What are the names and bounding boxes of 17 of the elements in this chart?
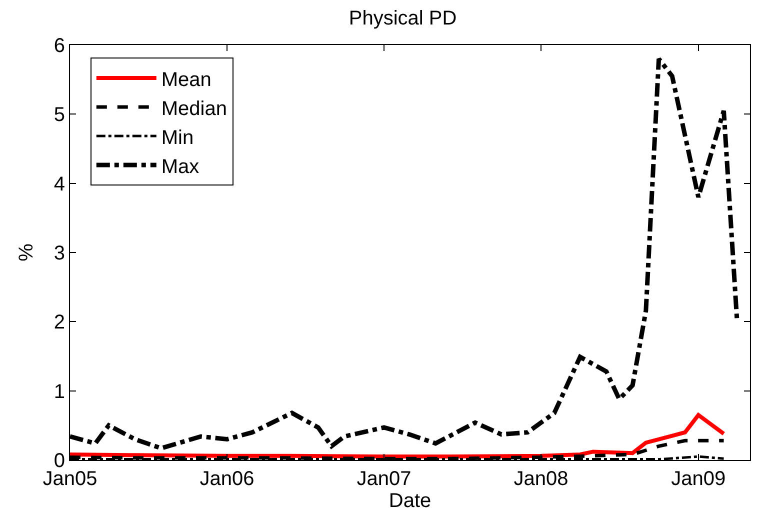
x-tick-label: Jan06: [200, 468, 254, 490]
legend-label: Mean: [161, 68, 212, 91]
legend-label: Median: [161, 98, 228, 120]
legend-label: Max: [161, 156, 200, 178]
x-tick-label: Jan08: [514, 468, 568, 490]
x-axis-title: Date: [388, 490, 432, 512]
x-tick-label: Jan07: [356, 468, 412, 490]
y-axis-title: %: [15, 243, 38, 262]
y-tick-label: 5: [54, 104, 65, 126]
y-tick-label: 2: [54, 312, 65, 334]
chart-title: Physical PD: [348, 8, 457, 30]
y-tick-label: 3: [54, 242, 65, 264]
y-tick-label: 1: [54, 380, 65, 403]
x-tick-label: Jan09: [671, 468, 726, 490]
y-tick-label: 6: [54, 35, 65, 57]
legend-label: Min: [161, 126, 194, 149]
y-tick-label: 4: [54, 173, 65, 196]
